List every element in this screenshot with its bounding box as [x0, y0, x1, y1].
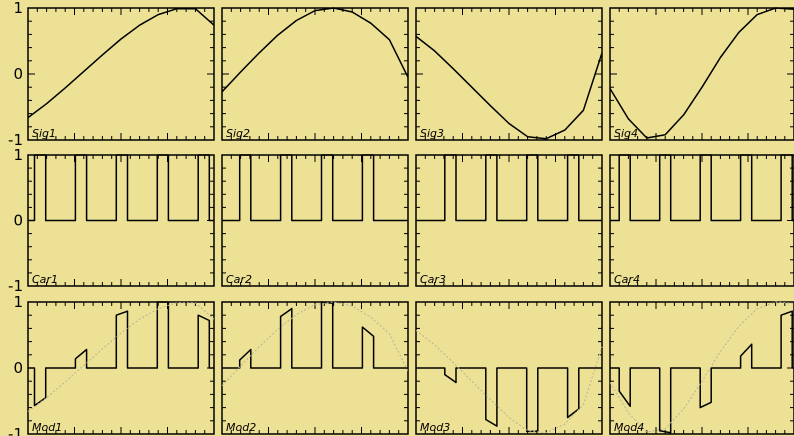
panel-label: Sig3: [420, 127, 444, 140]
series-line: [610, 154, 794, 222]
panels-layer: -1 0 1 Sig1 Sig2 Sig3 Sig4 -1 0 1 Car1 Car2 Car3 Car4…: [8, 0, 794, 436]
panel-car2: Car2: [221, 154, 409, 287]
panel-sig3: Sig3: [415, 7, 603, 141]
panel-mod2: Mod2: [221, 301, 409, 435]
series-line: [28, 301, 214, 407]
series-line: [222, 301, 408, 369]
panel-car3: Car3: [415, 154, 603, 287]
panel-sig4: Sig4: [609, 7, 794, 141]
y-tick-label: 1: [13, 0, 23, 17]
panel-label: Car3: [420, 273, 446, 286]
series-line: [415, 35, 603, 140]
series-line: [28, 154, 214, 222]
panel-mod1: -1 0 1 Mod1: [8, 293, 215, 436]
panel-sig1: -1 0 1 Sig1: [8, 0, 215, 149]
panel-label: Sig2: [226, 127, 250, 140]
series-line-reference: [609, 301, 794, 433]
y-tick-label: 1: [13, 293, 23, 311]
series-line: [609, 7, 794, 139]
panel-label: Car1: [32, 273, 58, 286]
panel-label: Car4: [614, 273, 640, 286]
series-line-reference: [27, 302, 215, 413]
series-line: [610, 310, 794, 434]
panel-label: Car2: [226, 273, 252, 286]
panel-mod3: Mod3: [415, 301, 603, 435]
panel-mod4: Mod4: [609, 301, 794, 435]
y-tick-label: -1: [8, 131, 23, 149]
panel-sig2: Sig2: [221, 7, 409, 141]
series-line-reference: [221, 301, 409, 387]
series-line: [27, 7, 215, 119]
panel-label: Sig4: [614, 127, 638, 140]
series-line: [416, 367, 602, 433]
panel-label: Mod2: [226, 421, 256, 434]
y-tick-label: 1: [13, 146, 23, 164]
panel-label: Sig1: [32, 127, 56, 140]
panel-car1: -1 0 1 Car1: [8, 146, 215, 295]
y-tick-label: 0: [13, 212, 23, 230]
y-tick-label: 0: [13, 65, 23, 83]
series-line-reference: [415, 330, 603, 434]
series-line: [222, 154, 408, 222]
y-tick-label: 0: [13, 359, 23, 377]
panel-label: Mod1: [32, 421, 62, 434]
panel-label: Mod3: [420, 421, 450, 434]
y-tick-label: -1: [8, 425, 23, 436]
panel-car4: Car4: [609, 154, 794, 287]
panel-label: Mod4: [614, 421, 644, 434]
series-line: [416, 154, 602, 222]
series-line: [221, 7, 409, 93]
y-tick-label: -1: [8, 277, 23, 295]
